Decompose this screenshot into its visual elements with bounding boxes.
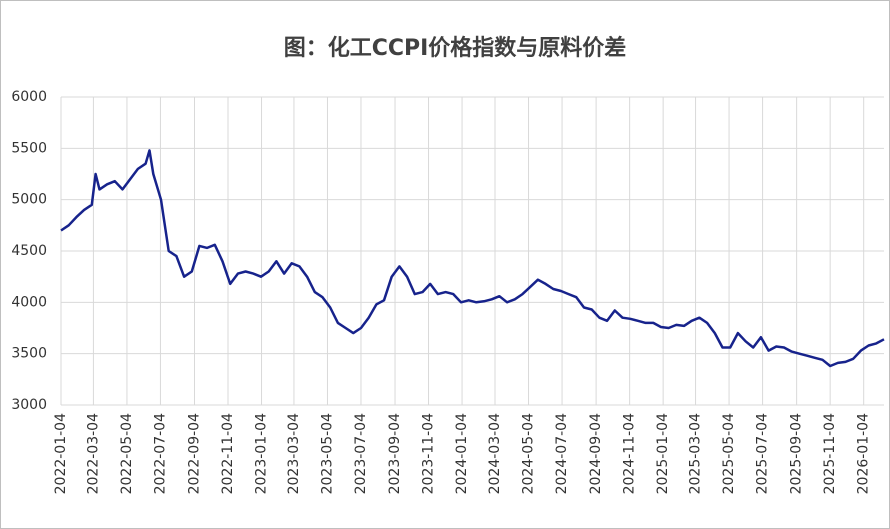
x-tick-label: 2024-11-04 — [622, 413, 638, 494]
x-tick-label: 2022-09-04 — [187, 413, 203, 494]
x-tick-label: 2025-11-04 — [822, 413, 838, 494]
y-tick-label: 6000 — [11, 89, 47, 105]
x-tick-label: 2023-07-04 — [353, 413, 369, 494]
x-tick-label: 2024-03-04 — [487, 413, 503, 494]
x-tick-label: 2025-05-04 — [721, 413, 737, 494]
x-tick-label: 2023-05-04 — [319, 413, 335, 494]
x-tick-label: 2024-09-04 — [588, 413, 604, 494]
y-tick-label: 4000 — [11, 294, 47, 310]
x-tick-label: 2023-01-04 — [254, 413, 270, 494]
y-tick-label: 3500 — [11, 346, 47, 362]
x-tick-label: 2025-07-04 — [755, 413, 771, 494]
x-tick-label: 2022-01-04 — [53, 413, 69, 494]
x-tick-label: 2024-01-04 — [454, 413, 470, 494]
x-tick-label: 2026-01-04 — [856, 413, 872, 494]
chart-title: 图：化工CCPI价格指数与原料价差 — [284, 35, 627, 61]
x-tick-label: 2024-05-04 — [521, 413, 537, 494]
y-tick-label: 5000 — [11, 192, 47, 208]
x-tick-label: 2022-05-04 — [119, 413, 135, 494]
y-tick-label: 3000 — [11, 397, 47, 413]
x-tick-label: 2022-11-04 — [220, 413, 236, 494]
x-tick-label: 2022-03-04 — [85, 413, 101, 494]
x-tick-label: 2025-01-04 — [655, 413, 671, 494]
x-tick-label: 2023-09-04 — [387, 413, 403, 494]
y-tick-label: 5500 — [11, 140, 47, 156]
data-line — [60, 149, 885, 368]
x-tick-label: 2025-03-04 — [688, 413, 704, 494]
x-tick-label: 2024-07-04 — [554, 413, 570, 494]
x-tick-label: 2023-11-04 — [421, 413, 437, 494]
x-tick-label: 2025-09-04 — [789, 413, 805, 494]
x-tick-label: 2023-03-04 — [286, 413, 302, 494]
x-tick-label: 2022-07-04 — [152, 413, 168, 494]
y-tick-label: 4500 — [11, 243, 47, 259]
